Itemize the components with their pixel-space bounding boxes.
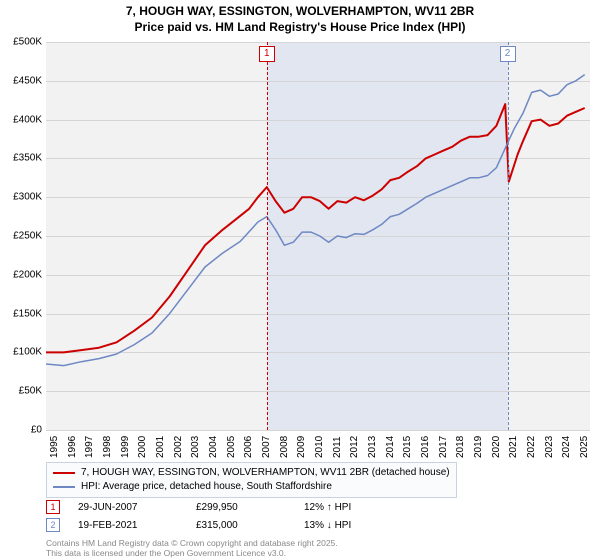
x-axis-label: 2014: [385, 436, 396, 458]
x-axis-label: 2013: [367, 436, 378, 458]
transaction-marker-2: 2: [46, 518, 60, 532]
y-axis-label: £300K: [13, 192, 42, 203]
y-axis-label: £500K: [13, 37, 42, 48]
y-axis-label: £200K: [13, 269, 42, 280]
chart-area: [46, 42, 590, 430]
x-axis-label: 1998: [102, 436, 113, 458]
x-axis-label: 2011: [332, 436, 343, 458]
x-axis-label: 2009: [296, 436, 307, 458]
x-axis-label: 2000: [137, 436, 148, 458]
transaction-price: £315,000: [196, 520, 286, 531]
legend-swatch-price: [53, 472, 75, 474]
x-axis-label: 2008: [279, 436, 290, 458]
x-axis-label: 2023: [544, 436, 555, 458]
x-axis-label: 2001: [155, 436, 166, 458]
x-axis-label: 1997: [84, 436, 95, 458]
x-axis-label: 2024: [561, 436, 572, 458]
x-axis-label: 2004: [208, 436, 219, 458]
x-axis-label: 2015: [402, 436, 413, 458]
transactions-table: 1 29-JUN-2007 £299,950 12% ↑ HPI 2 19-FE…: [46, 500, 404, 536]
x-axis-label: 2002: [173, 436, 184, 458]
title-block: 7, HOUGH WAY, ESSINGTON, WOLVERHAMPTON, …: [0, 0, 600, 35]
footnote-line-2: This data is licensed under the Open Gov…: [46, 548, 338, 558]
series-hpi: [46, 75, 585, 366]
y-axis-label: £400K: [13, 114, 42, 125]
x-axis-label: 2010: [314, 436, 325, 458]
series-price_paid: [46, 104, 585, 352]
y-axis-label: £250K: [13, 231, 42, 242]
marker-line: [508, 42, 509, 430]
title-line-1: 7, HOUGH WAY, ESSINGTON, WOLVERHAMPTON, …: [0, 4, 600, 20]
x-axis-label: 2020: [491, 436, 502, 458]
x-axis-label: 2018: [455, 436, 466, 458]
transaction-marker-1: 1: [46, 500, 60, 514]
marker-box: 2: [500, 46, 516, 62]
legend-row: HPI: Average price, detached house, Sout…: [53, 480, 450, 494]
x-axis-label: 1996: [67, 436, 78, 458]
legend-label-price: 7, HOUGH WAY, ESSINGTON, WOLVERHAMPTON, …: [81, 466, 450, 480]
marker-line: [267, 42, 268, 430]
y-axis-label: £350K: [13, 153, 42, 164]
y-axis-label: £0: [31, 425, 42, 436]
legend-row: 7, HOUGH WAY, ESSINGTON, WOLVERHAMPTON, …: [53, 466, 450, 480]
footnote-line-1: Contains HM Land Registry data © Crown c…: [46, 538, 338, 548]
legend-swatch-hpi: [53, 486, 75, 488]
x-axis-label: 1995: [49, 436, 60, 458]
x-axis-label: 2012: [349, 436, 360, 458]
x-axis-label: 2017: [438, 436, 449, 458]
transaction-row: 2 19-FEB-2021 £315,000 13% ↓ HPI: [46, 518, 404, 532]
x-axis-label: 2025: [579, 436, 590, 458]
x-axis-label: 2021: [508, 436, 519, 458]
transaction-date: 19-FEB-2021: [78, 520, 178, 531]
title-line-2: Price paid vs. HM Land Registry's House …: [0, 20, 600, 36]
y-axis-label: £50K: [19, 386, 42, 397]
transaction-hpi: 13% ↓ HPI: [304, 520, 404, 531]
transaction-row: 1 29-JUN-2007 £299,950 12% ↑ HPI: [46, 500, 404, 514]
chart-container: 7, HOUGH WAY, ESSINGTON, WOLVERHAMPTON, …: [0, 0, 600, 560]
x-axis-label: 2005: [226, 436, 237, 458]
x-axis-label: 2016: [420, 436, 431, 458]
marker-box: 1: [259, 46, 275, 62]
legend-box: 7, HOUGH WAY, ESSINGTON, WOLVERHAMPTON, …: [46, 462, 457, 498]
y-axis-label: £100K: [13, 347, 42, 358]
x-axis-label: 2019: [473, 436, 484, 458]
x-axis-label: 2007: [261, 436, 272, 458]
x-axis-label: 2006: [243, 436, 254, 458]
transaction-hpi: 12% ↑ HPI: [304, 502, 404, 513]
y-axis-label: £150K: [13, 308, 42, 319]
transaction-date: 29-JUN-2007: [78, 502, 178, 513]
x-axis-label: 2003: [190, 436, 201, 458]
transaction-price: £299,950: [196, 502, 286, 513]
x-axis-label: 2022: [526, 436, 537, 458]
y-axis-label: £450K: [13, 75, 42, 86]
x-axis-label: 1999: [120, 436, 131, 458]
footnote: Contains HM Land Registry data © Crown c…: [46, 538, 338, 558]
grid-line: [46, 430, 590, 431]
legend-label-hpi: HPI: Average price, detached house, Sout…: [81, 480, 332, 494]
